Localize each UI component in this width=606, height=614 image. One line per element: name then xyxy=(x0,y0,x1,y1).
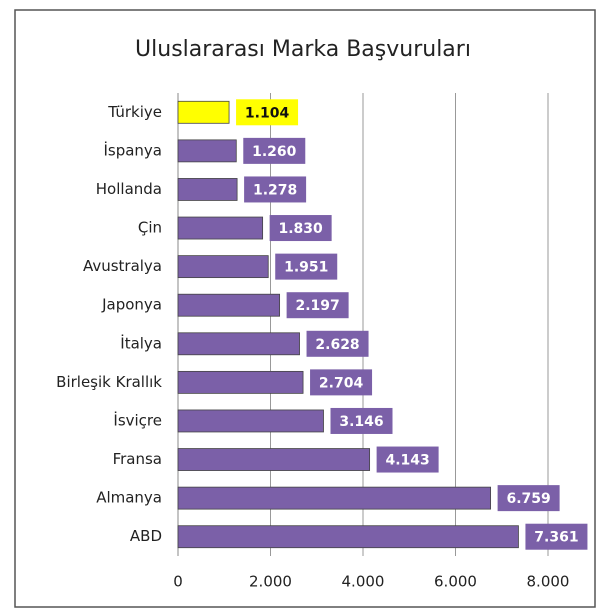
y-tick-label: ABD xyxy=(130,527,162,545)
value-label-box xyxy=(275,253,338,280)
y-tick-label: İspanya xyxy=(103,140,162,159)
bar xyxy=(177,409,324,433)
value-label-box xyxy=(330,407,393,434)
y-tick-label: Hollanda xyxy=(96,180,162,198)
y-tick-label: Japonya xyxy=(101,296,162,314)
bar xyxy=(177,448,371,471)
bar xyxy=(177,100,230,124)
bar xyxy=(177,486,492,510)
x-tick-label: 8.000 xyxy=(527,573,570,591)
value-label: 1.260 xyxy=(252,144,297,160)
y-tick-label: Fransa xyxy=(113,450,162,468)
value-label: 1.830 xyxy=(278,221,323,237)
x-tick-label: 0 xyxy=(173,573,183,591)
y-tick-label: İtalya xyxy=(120,333,162,352)
value-label: 7.361 xyxy=(534,530,578,546)
bar xyxy=(177,178,238,201)
value-label: 1.104 xyxy=(245,105,290,121)
x-tick-label: 4.000 xyxy=(342,573,385,591)
y-tick-label: İsviçre xyxy=(113,410,162,429)
bar xyxy=(177,139,237,163)
y-tick-label: Çin xyxy=(138,219,162,237)
y-tick-label: Avustralya xyxy=(83,257,162,275)
value-label-box xyxy=(525,523,588,550)
x-tick-label: 6.000 xyxy=(434,573,477,591)
value-label-box xyxy=(497,485,560,512)
value-label: 4.143 xyxy=(385,453,429,469)
y-tick-label: Türkiye xyxy=(107,103,162,121)
bar xyxy=(177,332,300,356)
chart-title: Uluslararası Marka Başvuruları xyxy=(135,37,471,62)
value-label-box xyxy=(269,215,332,242)
bar xyxy=(177,255,269,279)
value-label: 1.951 xyxy=(284,260,328,276)
bar xyxy=(177,216,264,240)
value-label: 3.146 xyxy=(339,414,383,430)
bar xyxy=(177,525,519,549)
value-label-box xyxy=(286,292,349,319)
value-label-box xyxy=(310,369,373,396)
value-label-box xyxy=(243,137,306,164)
value-label-box xyxy=(244,176,307,203)
value-label: 1.278 xyxy=(253,182,297,198)
bar xyxy=(177,293,281,317)
y-tick-label: Almanya xyxy=(96,489,162,507)
value-label: 2.704 xyxy=(319,375,364,391)
x-tick-label: 2.000 xyxy=(249,573,292,591)
value-label-box xyxy=(376,446,439,473)
value-label-box xyxy=(306,330,369,357)
bar xyxy=(177,370,304,394)
value-label: 2.197 xyxy=(295,298,339,314)
value-label-box xyxy=(236,99,299,126)
value-label: 2.628 xyxy=(315,337,359,353)
y-tick-label: Birleşik Krallık xyxy=(56,373,162,391)
value-label: 6.759 xyxy=(506,491,550,507)
